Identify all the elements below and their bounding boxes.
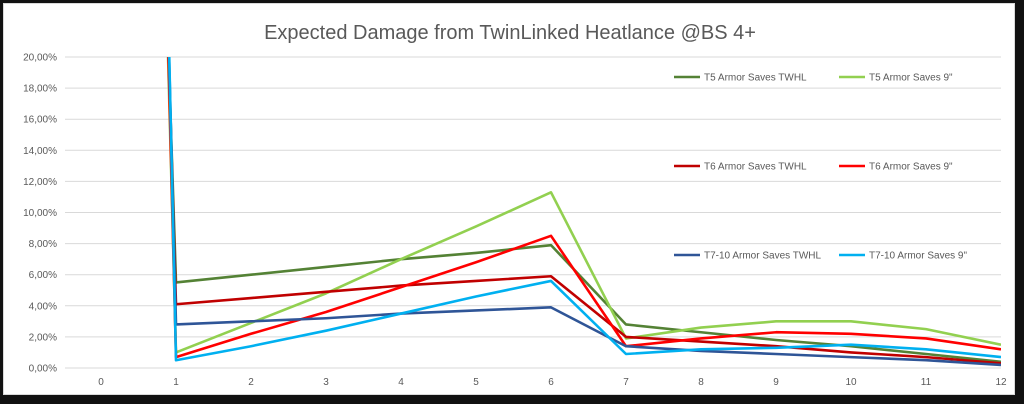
y-tick-label: 4,00%: [29, 301, 57, 312]
x-tick-label: 5: [473, 377, 479, 388]
y-tick-label: 12,00%: [23, 177, 57, 188]
legend-label: T5 Armor Saves 9": [869, 73, 953, 84]
y-tick-label: 20,00%: [23, 53, 57, 64]
series-line: [167, 57, 1001, 359]
series-line: [167, 57, 1001, 367]
x-tick-label: 7: [623, 377, 629, 388]
series-line: [167, 57, 1001, 364]
y-tick-label: 6,00%: [29, 270, 57, 281]
x-tick-label: 1: [173, 377, 179, 388]
legend-label: T5 Armor Saves TWHL: [704, 73, 807, 84]
legend-label: T7-10 Armor Saves 9": [869, 251, 967, 262]
series-line: [167, 57, 1001, 365]
x-tick-label: 12: [995, 377, 1007, 388]
x-tick-label: 9: [773, 377, 779, 388]
y-tick-label: 0,00%: [29, 364, 57, 375]
y-tick-label: 2,00%: [29, 332, 57, 343]
y-tick-label: 18,00%: [23, 84, 57, 95]
chart-title: Expected Damage from TwinLinked Heatlanc…: [264, 22, 756, 44]
y-tick-label: 8,00%: [29, 239, 57, 250]
legend-label: T6 Armor Saves 9": [869, 162, 953, 173]
x-tick-label: 10: [845, 377, 857, 388]
x-tick-label: 3: [323, 377, 329, 388]
x-tick-label: 4: [398, 377, 404, 388]
chart-panel: Expected Damage from TwinLinked Heatlanc…: [3, 3, 1015, 395]
legend-label: T7-10 Armor Saves TWHL: [704, 251, 822, 262]
x-tick-label: 0: [98, 377, 104, 388]
series-line: [167, 57, 1001, 362]
x-tick-label: 6: [548, 377, 554, 388]
y-tick-label: 10,00%: [23, 208, 57, 219]
y-tick-label: 14,00%: [23, 146, 57, 157]
series-line: [166, 57, 1001, 354]
y-tick-label: 16,00%: [23, 115, 57, 126]
x-tick-label: 11: [921, 377, 932, 388]
x-tick-label: 2: [248, 377, 254, 388]
line-chart: 0,00% 2,00% 4,00% 6,00% 8,00% 10,00% 12,00% 14,…: [23, 53, 1007, 389]
x-tick-label: 8: [698, 377, 704, 388]
legend-label: T6 Armor Saves TWHL: [704, 162, 807, 173]
